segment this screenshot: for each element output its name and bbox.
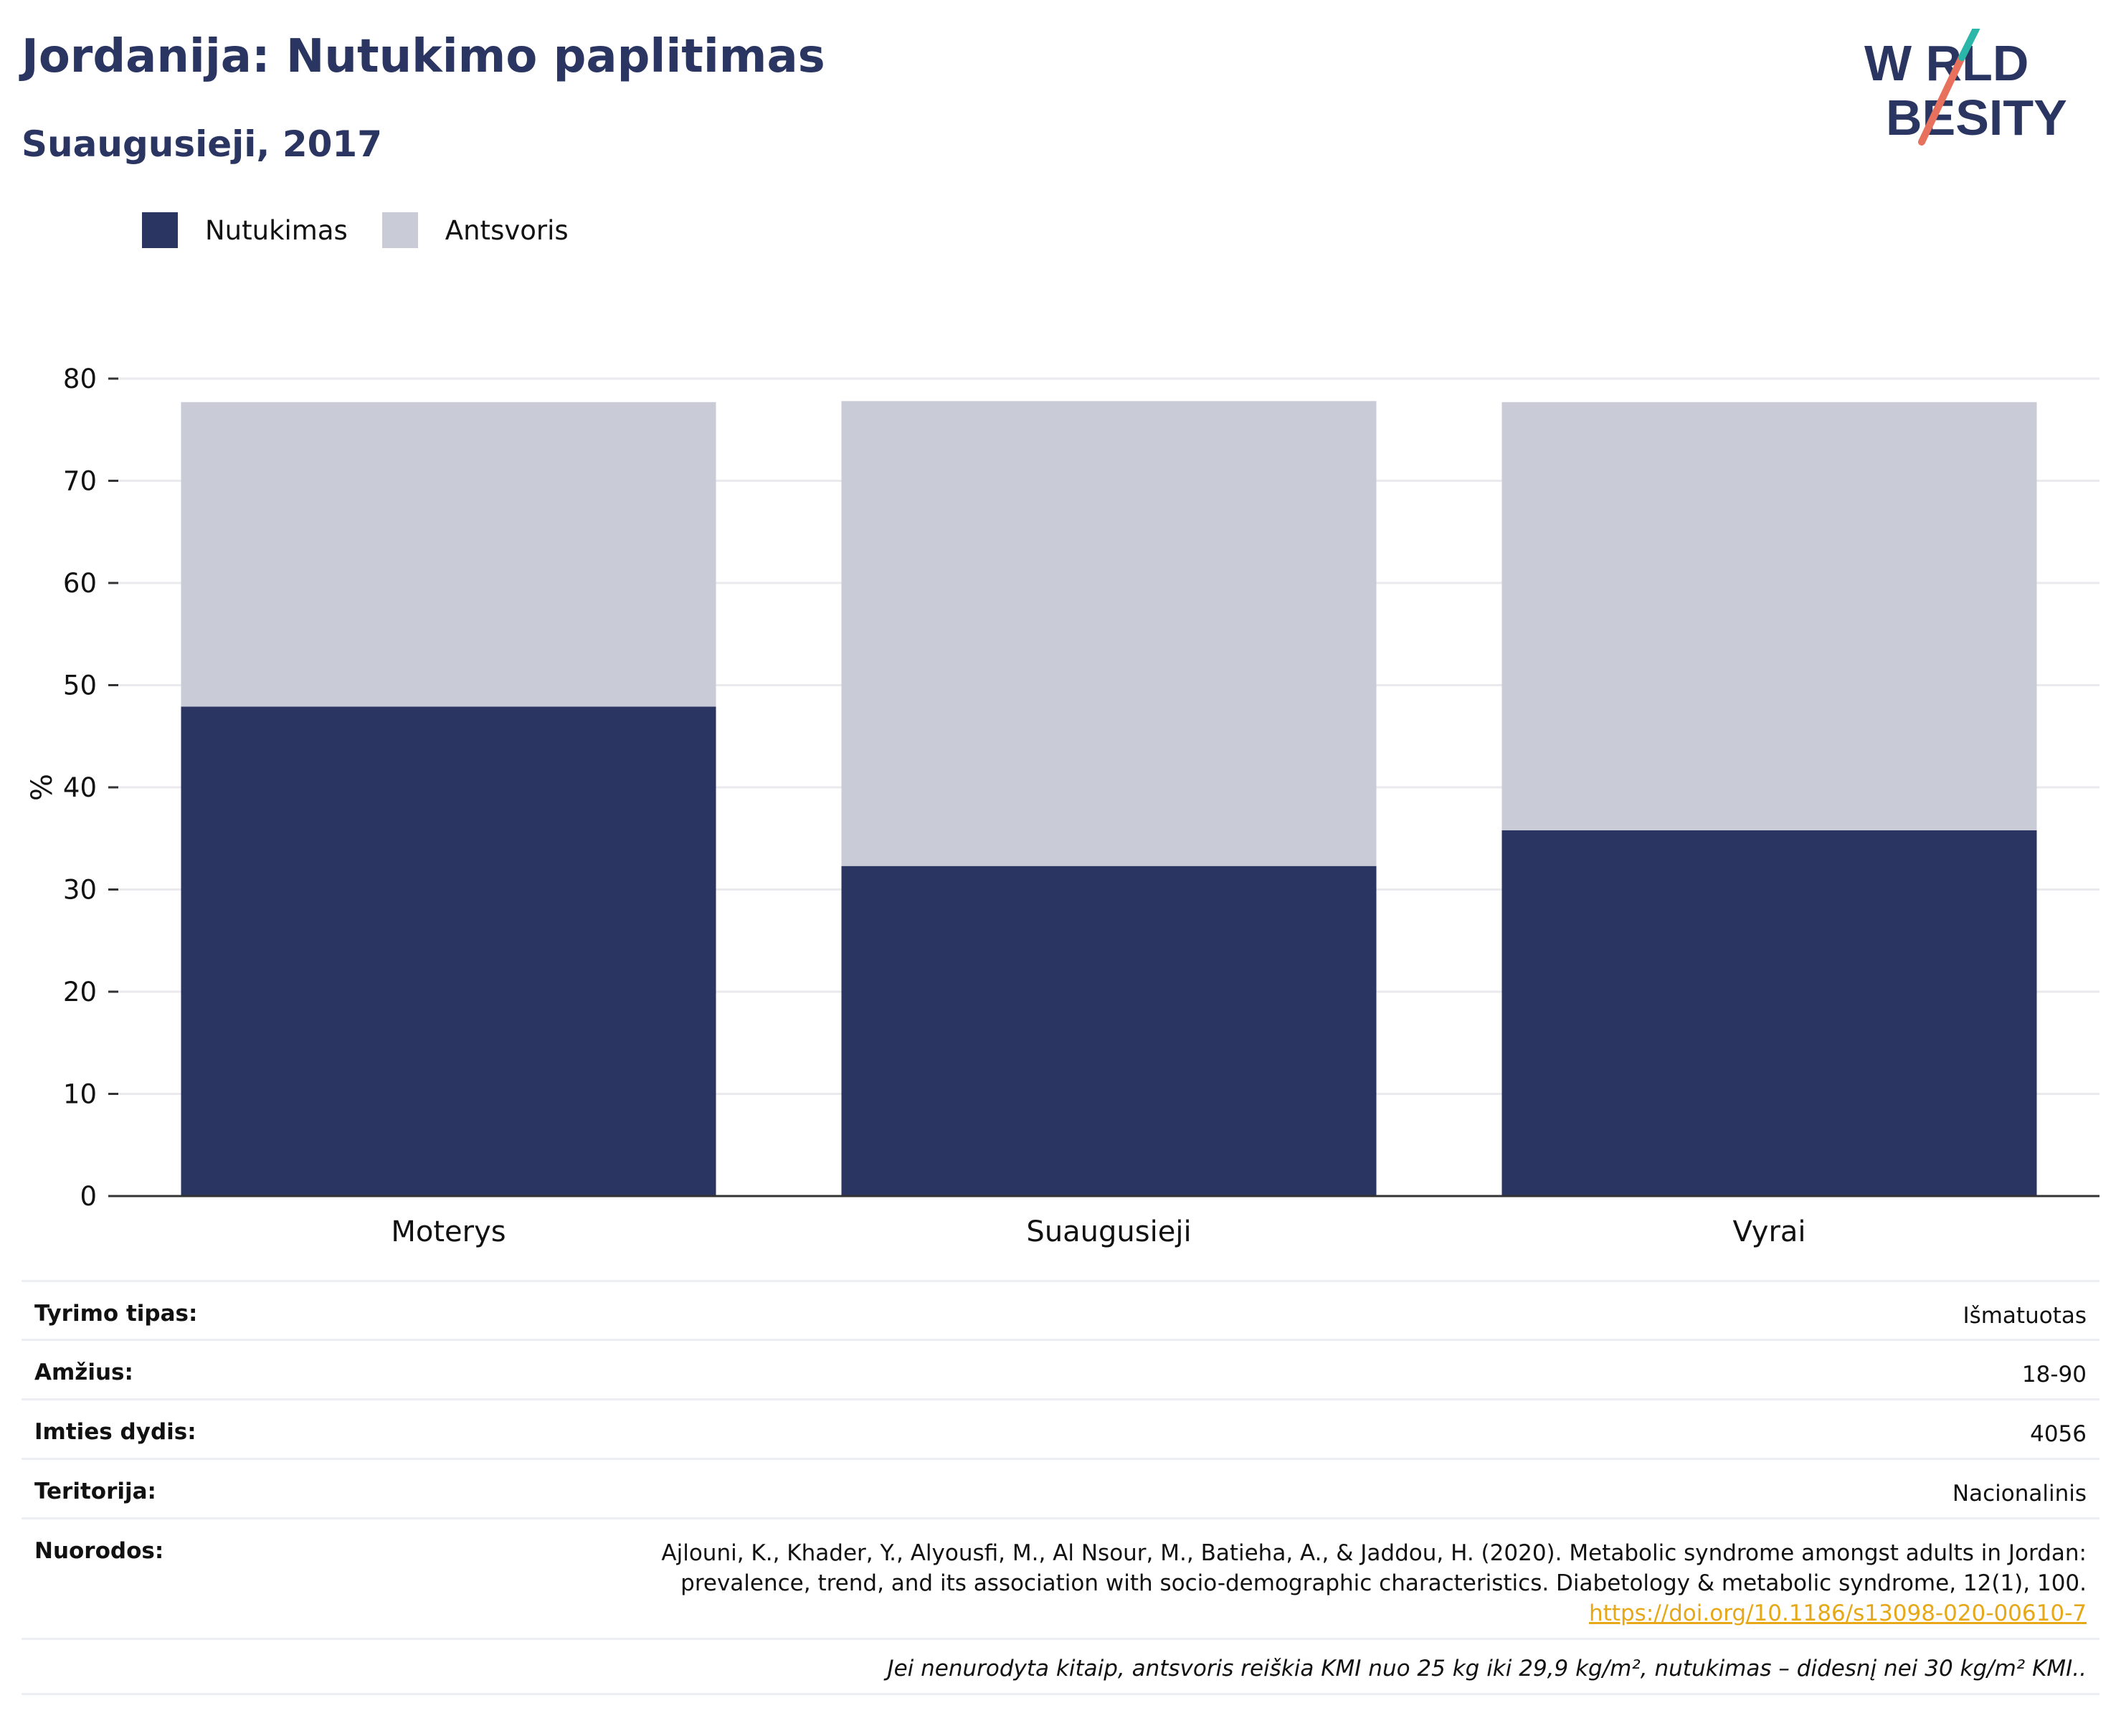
legend-item-antsvoris: Antsvoris [381, 212, 569, 248]
info-key: Amžius: [34, 1360, 133, 1385]
x-tick-label: Vyrai [1732, 1215, 1806, 1248]
bar-antsvoris-moterys [181, 402, 716, 707]
info-key: Imties dydis: [34, 1419, 196, 1445]
info-key: Teritorija: [34, 1479, 156, 1504]
y-axis-label: % [26, 774, 59, 801]
y-tick-label: 70 [63, 466, 97, 497]
legend-label-antsvoris: Antsvoris [445, 214, 569, 246]
y-tick-label: 80 [63, 364, 97, 394]
world-obesity-logo: W RLD BESITY [1864, 29, 2067, 146]
reference-line-1: Ajlouni, K., Khader, Y., Alyousfi, M., A… [661, 1540, 2087, 1566]
reference-line-2: prevalence, trend, and its association w… [680, 1570, 2087, 1596]
info-key: Nuorodos: [34, 1538, 164, 1564]
stacked-bar-chart: 0 10 20 30 40 50 60 70 80% Moterys Suaugusieji Vyra… [26, 364, 2099, 1248]
bar-nutukimas-moterys [181, 706, 716, 1196]
info-value: 4056 [2030, 1421, 2087, 1447]
bar-antsvoris-suaugusieji [841, 401, 1377, 866]
page-title: Jordanija: Nutukimo paplitimas [22, 30, 825, 83]
logo-slash-teal [1958, 29, 1980, 61]
y-tick-label: 0 [80, 1181, 97, 1212]
x-tick-label: Moterys [391, 1215, 506, 1248]
bmi-definition-footnote: Jei nenurodyta kitaip, antsvoris reiškia… [22, 1638, 2099, 1695]
info-row-references: Nuorodos: Ajlouni, K., Khader, Y., Alyou… [22, 1517, 2099, 1638]
bar-nutukimas-suaugusieji [841, 865, 1377, 1196]
logo-slash-red [1918, 54, 1965, 146]
y-tick-label: 50 [63, 670, 97, 701]
y-tick-label: 40 [63, 772, 97, 803]
info-value: Nacionalinis [1952, 1481, 2087, 1507]
bar-antsvoris-vyrai [1501, 402, 2037, 830]
info-row-sample-size: Imties dydis: 4056 [22, 1398, 2099, 1458]
legend-item-nutukimas: Nutukimas [142, 212, 348, 248]
legend-label-nutukimas: Nutukimas [205, 214, 348, 246]
info-value: Išmatuotas [1963, 1303, 2087, 1329]
page-subtitle: Suaugusieji, 2017 [22, 123, 382, 165]
references-text: Ajlouni, K., Khader, Y., Alyousfi, M., A… [661, 1538, 2087, 1628]
y-tick-label: 10 [63, 1079, 97, 1110]
info-row-territory: Teritorija: Nacionalinis [22, 1458, 2099, 1517]
y-tick-label: 20 [63, 977, 97, 1007]
chart-legend: Nutukimas Antsvoris [142, 212, 603, 248]
bar-nutukimas-vyrai [1501, 830, 2037, 1196]
info-row-age: Amžius: 18-90 [22, 1339, 2099, 1398]
info-key: Tyrimo tipas: [34, 1301, 198, 1327]
y-tick-label: 30 [63, 875, 97, 906]
study-info-table: Tyrimo tipas: Išmatuotas Amžius: 18-90 I… [22, 1280, 2099, 1695]
info-value: 18-90 [2021, 1362, 2087, 1388]
reference-doi-link[interactable]: https://doi.org/10.1186/s13098-020-00610… [1589, 1600, 2087, 1626]
x-tick-label: Suaugusieji [1026, 1215, 1191, 1248]
legend-swatch-antsvoris [381, 212, 418, 248]
legend-swatch-nutukimas [142, 212, 178, 248]
info-row-survey-type: Tyrimo tipas: Išmatuotas [22, 1280, 2099, 1339]
logo-line-2: BESITY [1886, 90, 2067, 146]
y-tick-label: 60 [63, 568, 97, 599]
